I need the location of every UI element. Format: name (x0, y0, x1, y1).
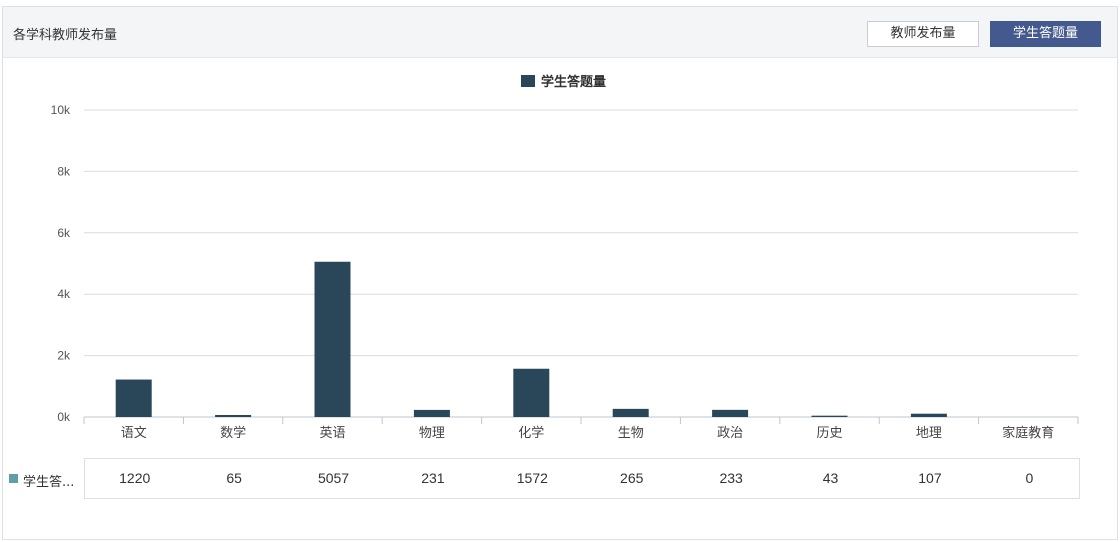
y-tick-label: 8k (57, 164, 71, 178)
x-tick-label: 历史 (816, 426, 842, 441)
bar (215, 415, 252, 417)
x-tick-label: 物理 (419, 426, 445, 441)
table-cell: 1220 (119, 470, 151, 486)
x-tick-label: 家庭教育 (1002, 425, 1054, 441)
table-cell: 5057 (317, 470, 350, 486)
table-cell: 231 (421, 470, 445, 486)
table-cell: 0 (1025, 470, 1034, 486)
table-series-swatch (9, 474, 18, 483)
table-cell: 233 (719, 470, 743, 486)
table-cell: 65 (226, 470, 242, 486)
chart-panel: 各学科教师发布量 教师发布量 学生答题量 (2, 6, 1118, 540)
bar (811, 415, 848, 417)
data-table: 1220 65 5057 231 1572 265 233 43 107 0 (84, 458, 1080, 499)
x-tick-label: 数学 (220, 425, 246, 441)
bar (513, 368, 550, 417)
bar (314, 261, 351, 417)
y-tick-label: 6k (57, 226, 71, 240)
x-tick-label: 政治 (717, 426, 743, 441)
table-series-label: 学生答... (23, 475, 75, 490)
bar (612, 408, 649, 417)
bar (712, 409, 749, 417)
x-tick-label: 英语 (319, 426, 345, 441)
x-tick-label: 地理 (916, 426, 942, 441)
x-tick-label: 生物 (618, 426, 644, 441)
x-tick-label: 化学 (518, 425, 544, 441)
bar (910, 413, 947, 417)
y-tick-label: 2k (57, 349, 71, 363)
bar (413, 409, 450, 417)
panel-title: 各学科教师发布量 (13, 28, 118, 43)
panel-header: 各学科教师发布量 教师发布量 学生答题量 (3, 7, 1117, 58)
bar (115, 379, 152, 417)
table-cell: 107 (918, 470, 942, 486)
y-tick-label: 0k (57, 410, 71, 424)
y-tick-label: 4k (57, 287, 71, 301)
tab-teacher-posts[interactable]: 教师发布量 (867, 21, 979, 47)
legend-label: 学生答题量 (541, 74, 606, 90)
x-tick-label: 语文 (121, 426, 147, 441)
y-tick-label: 10k (51, 103, 71, 117)
table-cell: 265 (620, 470, 644, 486)
table-cell: 43 (822, 470, 839, 486)
legend-swatch (521, 75, 535, 87)
table-cell: 1572 (516, 470, 548, 486)
tab-student-answers[interactable]: 学生答题量 (990, 21, 1101, 47)
